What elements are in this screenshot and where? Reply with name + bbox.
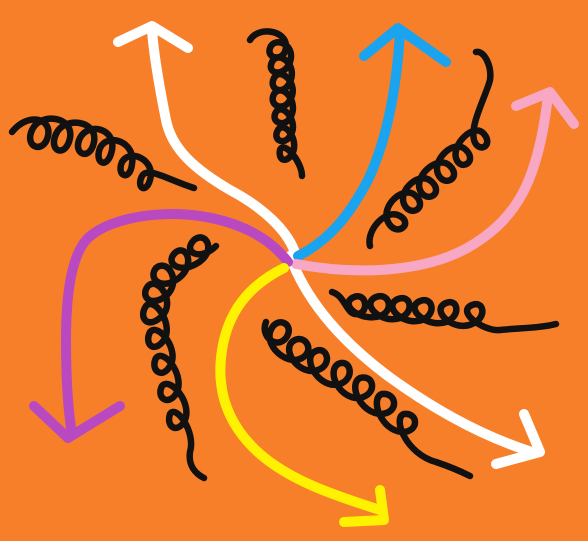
coil-top-left <box>8 115 198 192</box>
coil-top-center <box>246 28 306 180</box>
white-arrow-down-right-head <box>491 409 545 469</box>
arrow-group <box>29 21 579 527</box>
coil-group <box>8 28 560 482</box>
white-arrow-up-left-head <box>113 21 193 53</box>
blue-arrow-shaft <box>293 27 405 261</box>
coil-bottom-left <box>139 234 220 482</box>
white-arrow-down-right-shaft <box>285 251 537 457</box>
white-arrow-up-left-shaft <box>147 25 299 255</box>
purple-arrow-shaft <box>61 209 293 439</box>
pink-arrow-head <box>511 87 579 129</box>
yellow-arrow-shaft <box>215 263 385 515</box>
coil-bottom-right <box>261 318 474 480</box>
yellow-arrow-head <box>339 485 389 527</box>
coil-top-right <box>366 48 494 250</box>
pink-arrow-shaft <box>291 91 553 276</box>
purple-arrow-head <box>29 401 125 443</box>
coil-right <box>328 288 560 334</box>
blue-arrow-head <box>359 23 451 67</box>
